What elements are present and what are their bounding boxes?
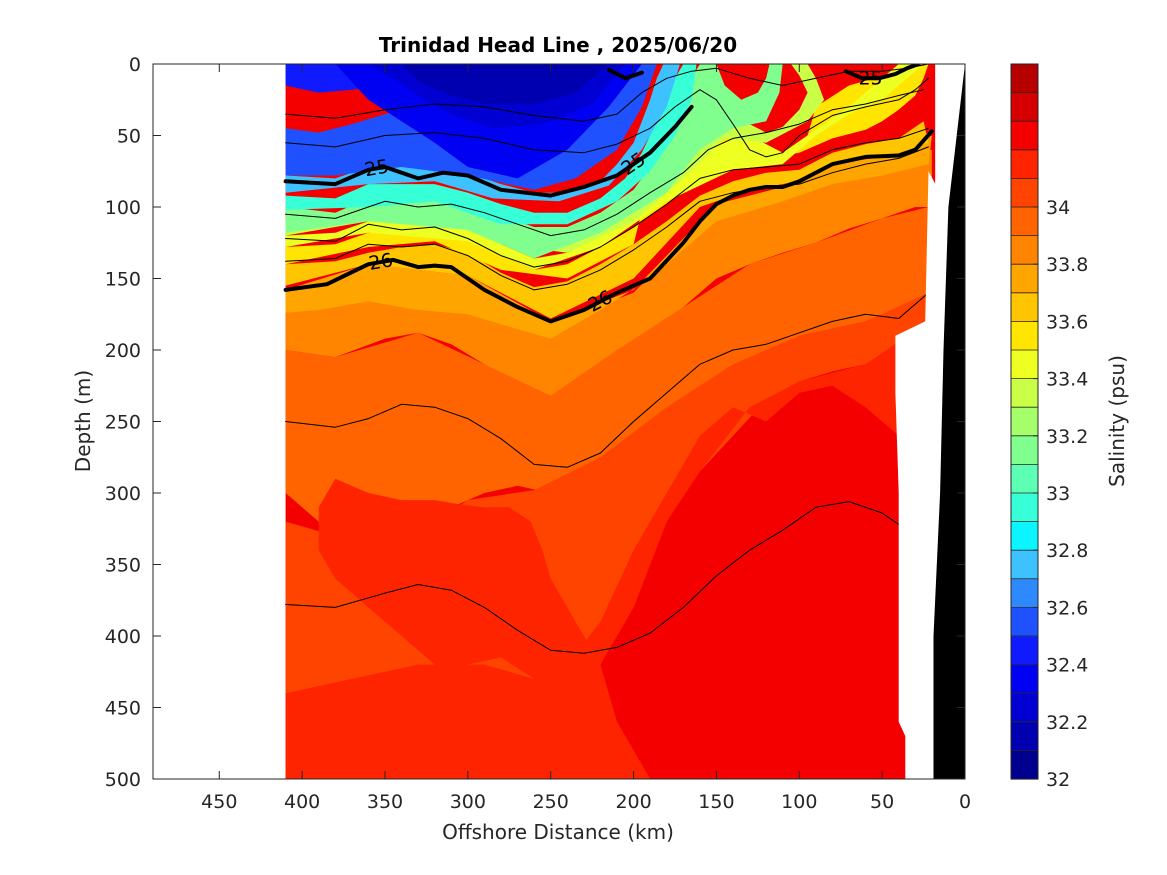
x-axis-title: Offshore Distance (km) [442, 820, 674, 844]
x-tick-label: 400 [284, 791, 320, 813]
seafloor-shelf [933, 64, 965, 779]
x-tick-label: 450 [201, 791, 237, 813]
contour-label-2-0: 25 [858, 67, 882, 89]
salinity-deep-zone-4 [691, 736, 767, 779]
salinity-core-band-2 [401, 64, 609, 104]
x-tick-label: 200 [615, 791, 651, 813]
colorbar-swatch [1011, 750, 1038, 780]
y-tick-label: 200 [105, 340, 141, 362]
colorbar-tick-label: 33 [1046, 483, 1070, 505]
x-tick-label: 350 [367, 791, 403, 813]
colorbar-tick-label: 32.6 [1046, 597, 1088, 619]
y-tick-label: 100 [105, 197, 141, 219]
colorbar-swatch [1011, 693, 1038, 723]
colorbar-swatch [1011, 292, 1038, 322]
colorbar-tick-label: 34 [1046, 197, 1070, 219]
colorbar-swatch [1011, 64, 1038, 94]
colorbar-tick-label: 32 [1046, 769, 1070, 791]
colorbar-swatch [1011, 493, 1038, 523]
isopycnal-bold-3 [606, 67, 644, 81]
x-tick-label: 250 [533, 791, 569, 813]
salinity-zone-1 [285, 135, 932, 339]
colorbar-frame [1010, 63, 1039, 780]
colorbar-swatch [1011, 664, 1038, 694]
colorbar-swatch [1011, 550, 1038, 580]
colorbar-swatch [1011, 636, 1038, 666]
chart-title: Trinidad Head Line , 2025/06/20 [379, 33, 737, 57]
y-tick-label: 350 [105, 555, 141, 577]
salinity-field [285, 64, 936, 779]
x-tick-label: 150 [698, 791, 734, 813]
isopycnal-thin-4 [285, 64, 929, 122]
y-tick-label: 50 [117, 126, 141, 148]
salinity-zone-0 [285, 149, 932, 396]
isopycnal-bold-0 [283, 104, 694, 198]
salinity-zone-7 [285, 64, 697, 225]
colorbar-swatch [1011, 207, 1038, 237]
colorbar-swatch [1011, 407, 1038, 437]
colorbar-ticks: 32 32.2 32.4 32.6 32.8 33 33.2 33.4 33.6 33.8 34 [1033, 197, 1088, 791]
colorbar-tick-label: 32.8 [1046, 540, 1088, 562]
no-data-gap [895, 171, 942, 779]
colorbar-swatch [1011, 264, 1038, 294]
salinity-zone-3 [285, 64, 929, 279]
colorbar-tick-label: 33.2 [1046, 426, 1088, 448]
colorbar-title: Salinity (psu) [1105, 355, 1129, 487]
salinity-deep-zone-0 [285, 207, 929, 558]
x-tick-label: 100 [781, 791, 817, 813]
isopycnal-thin-5 [285, 77, 929, 158]
colorbar-swatch [1011, 121, 1038, 151]
y-tick-label: 400 [105, 626, 141, 648]
y-tick-label: 250 [105, 412, 141, 434]
x-tick-label: 50 [870, 791, 894, 813]
colorbar-swatch [1011, 578, 1038, 608]
y-tick-label: 0 [129, 54, 141, 76]
isopycnal-thin-6 [285, 89, 925, 237]
x-axis-ticks: 450 400 350 300 250 200 150 100 50 0 [201, 64, 971, 813]
colorbar-swatch [1011, 350, 1038, 380]
isopycnal-bold-1 [283, 129, 934, 324]
colorbar-tick-label: 32.2 [1046, 712, 1088, 734]
salinity-zone-9 [285, 64, 657, 190]
colorbar-swatch [1011, 321, 1038, 351]
colorbar-swatch [1011, 521, 1038, 551]
contour-label-0-0: 25 [363, 155, 391, 181]
colorbar-swatch [1011, 378, 1038, 408]
contour-label-1-0: 26 [367, 249, 395, 275]
salinity-zone-2 [285, 121, 929, 319]
colorbar-swatch [1011, 149, 1038, 179]
colorbar-swatch [1011, 721, 1038, 751]
isopycnal-thin-8 [285, 146, 929, 291]
isopycnal-thin-9 [285, 292, 929, 468]
colorbar-tick-label: 33.8 [1046, 254, 1088, 276]
colorbar-swatch [1011, 464, 1038, 494]
salinity-deep-zone-3 [857, 578, 907, 779]
shelf-topography [895, 64, 965, 779]
colorbar-swatch [1011, 235, 1038, 265]
x-tick-label: 300 [450, 791, 486, 813]
colorbar-tick-label: 33.4 [1046, 369, 1088, 391]
salinity-deep-zone-2 [285, 321, 929, 779]
salinity-zone-6 [285, 64, 783, 259]
y-tick-label: 300 [105, 483, 141, 505]
salinity-zone-8 [285, 64, 680, 202]
colorbar-tick-label: 33.6 [1046, 311, 1088, 333]
y-tick-label: 500 [105, 769, 141, 791]
colorbar-swatch [1011, 92, 1038, 122]
colorbar-swatch [1011, 178, 1038, 208]
y-axis-ticks: 0 50 100 150 200 250 300 350 400 450 500 [105, 54, 965, 791]
x-tick-label: 0 [959, 791, 971, 813]
y-axis-title: Depth (m) [71, 370, 95, 472]
y-tick-label: 450 [105, 698, 141, 720]
colorbar-swatch [1011, 607, 1038, 637]
colorbar [1010, 63, 1039, 780]
y-tick-label: 150 [105, 269, 141, 291]
colorbar-swatch [1011, 435, 1038, 465]
density-contours [283, 64, 934, 654]
isopycnal-thin-7 [285, 127, 929, 268]
isopycnal-thin-10 [285, 501, 908, 654]
colorbar-tick-label: 32.4 [1046, 655, 1088, 677]
